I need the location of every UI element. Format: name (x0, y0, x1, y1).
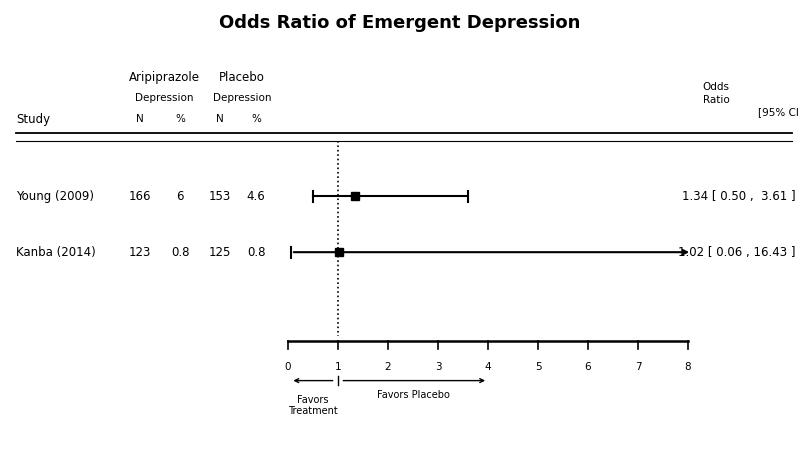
Text: 1: 1 (334, 362, 342, 372)
Text: Aripiprazole: Aripiprazole (129, 71, 199, 84)
Text: Odds
Ratio: Odds Ratio (702, 82, 730, 105)
Text: 6: 6 (176, 190, 184, 203)
Text: 125: 125 (209, 246, 231, 259)
Text: Placebo: Placebo (219, 71, 265, 84)
Text: Depression: Depression (134, 93, 194, 103)
Text: 8: 8 (685, 362, 691, 372)
Text: Favors
Treatment: Favors Treatment (288, 395, 338, 416)
Text: 4: 4 (485, 362, 491, 372)
Text: 2: 2 (385, 362, 391, 372)
Text: Study: Study (16, 113, 50, 126)
Text: Depression: Depression (213, 93, 271, 103)
Text: N: N (136, 114, 144, 124)
Text: Favors Placebo: Favors Placebo (377, 390, 450, 400)
Text: 0: 0 (285, 362, 291, 372)
Text: 0.8: 0.8 (246, 246, 266, 259)
Text: 0.8: 0.8 (170, 246, 190, 259)
Text: %: % (251, 114, 261, 124)
Text: N: N (216, 114, 224, 124)
Text: 3: 3 (434, 362, 442, 372)
Text: 7: 7 (634, 362, 642, 372)
Text: Kanba (2014): Kanba (2014) (16, 246, 96, 259)
Text: 153: 153 (209, 190, 231, 203)
Text: %: % (175, 114, 185, 124)
Text: 166: 166 (129, 190, 151, 203)
Text: 1.02 [ 0.06 , 16.43 ]: 1.02 [ 0.06 , 16.43 ] (678, 246, 796, 259)
Text: 4.6: 4.6 (246, 190, 266, 203)
Text: 123: 123 (129, 246, 151, 259)
Text: 1.34 [ 0.50 ,  3.61 ]: 1.34 [ 0.50 , 3.61 ] (682, 190, 796, 203)
Text: Odds Ratio of Emergent Depression: Odds Ratio of Emergent Depression (219, 14, 581, 32)
Text: Young (2009): Young (2009) (16, 190, 94, 203)
Text: 5: 5 (534, 362, 542, 372)
Text: 6: 6 (585, 362, 591, 372)
Text: [95% CI]: [95% CI] (758, 107, 800, 117)
